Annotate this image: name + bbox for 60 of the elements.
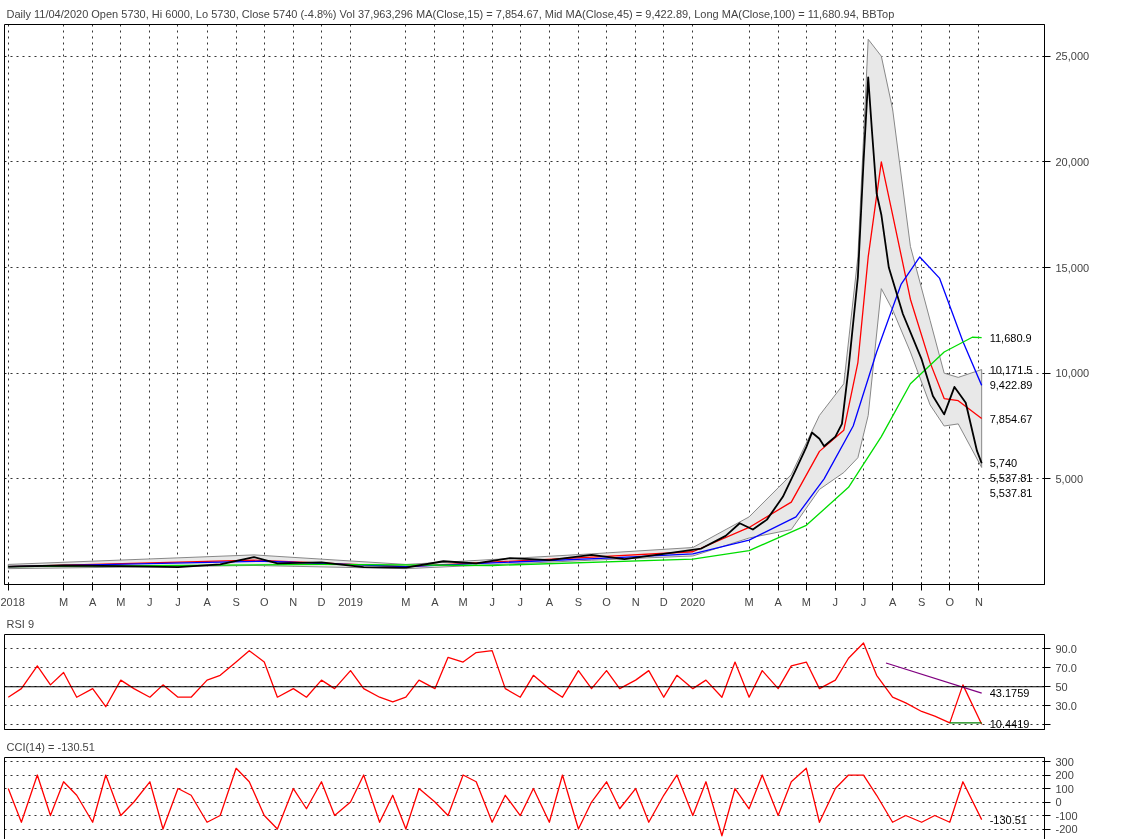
x-tick-label: A: [203, 595, 212, 608]
x-tick-label: M: [458, 595, 468, 608]
x-tick-label: A: [545, 595, 554, 608]
y-tick-label: 90.0: [1055, 642, 1077, 655]
x-tick-label: J: [147, 595, 153, 608]
x-tick-label: D: [659, 595, 668, 608]
x-tick-label: D: [317, 595, 326, 608]
x-tick-label: S: [232, 595, 240, 608]
annotation: 9,422.89: [989, 379, 1033, 392]
x-tick-label: J: [860, 595, 867, 608]
x-tick-label: A: [888, 595, 897, 608]
chart-title: Daily 11/04/2020 Open 5730, Hi 6000, Lo 5730, Close 5740 (-4.8%) Vol 37,963,296 MA(Close,15) = 7,854.67, Mid MA(Close,45) = 9,422.89, Long MA(Close,100) = 11,680.94, BBTop: [6, 7, 895, 20]
x-tick-label: 2019: [338, 595, 363, 608]
x-tick-label: M: [801, 595, 811, 608]
x-tick-label: A: [88, 595, 97, 608]
y-tick-label: 200: [1055, 769, 1074, 782]
y-tick-label: -200: [1055, 823, 1078, 836]
y-tick-label: 70.0: [1055, 661, 1077, 674]
x-tick-label: M: [744, 595, 754, 608]
x-tick-label: 2020: [680, 595, 706, 608]
annotation: 7,854.67: [989, 412, 1033, 425]
annotation: 5,740: [989, 457, 1018, 470]
x-tick-label: M: [59, 595, 69, 608]
x-tick-label: O: [259, 595, 269, 608]
y-tick-label: 25,000: [1055, 50, 1090, 63]
x-tick-label: N: [974, 595, 983, 608]
annotation: 10.4419: [989, 718, 1030, 731]
x-tick-label: J: [832, 595, 839, 608]
y-tick-label: 50: [1055, 680, 1068, 693]
y-tick-label: 10,000: [1055, 367, 1090, 380]
x-tick-label: N: [289, 595, 298, 608]
y-tick-label: 300: [1055, 755, 1074, 768]
chart-title: CCI(14) = -130.51: [6, 740, 95, 753]
y-tick-label: 15,000: [1055, 261, 1090, 274]
annotation: 43.1759: [989, 687, 1030, 700]
chart-title: RSI 9: [6, 617, 35, 630]
y-tick-label: 0: [1055, 796, 1062, 809]
x-tick-label: S: [574, 595, 583, 608]
annotation: 5,537.81: [989, 472, 1033, 485]
annotation: 10,171.5: [989, 363, 1033, 376]
x-tick-label: J: [517, 595, 524, 608]
x-tick-label: J: [489, 595, 495, 608]
x-tick-label: M: [116, 595, 126, 608]
x-tick-label: M: [401, 595, 411, 608]
y-tick-label: 20,000: [1055, 155, 1090, 168]
y-tick-label: 5,000: [1055, 472, 1084, 485]
x-tick-label: N: [631, 595, 640, 608]
annotation: 11,680.9: [989, 331, 1032, 344]
y-tick-label: -100: [1055, 809, 1078, 822]
x-tick-label: S: [917, 595, 926, 608]
x-tick-label: J: [175, 595, 181, 608]
x-tick-label: O: [602, 595, 612, 608]
y-tick-label: 100: [1055, 782, 1074, 795]
annotation: 5,537.81: [989, 487, 1033, 500]
y-tick-label: 30.0: [1055, 699, 1077, 712]
x-tick-label: O: [945, 595, 955, 608]
x-tick-label: A: [774, 595, 783, 608]
x-tick-label: 2018: [0, 595, 25, 608]
x-tick-label: A: [431, 595, 440, 608]
annotation: -130.51: [989, 813, 1027, 826]
